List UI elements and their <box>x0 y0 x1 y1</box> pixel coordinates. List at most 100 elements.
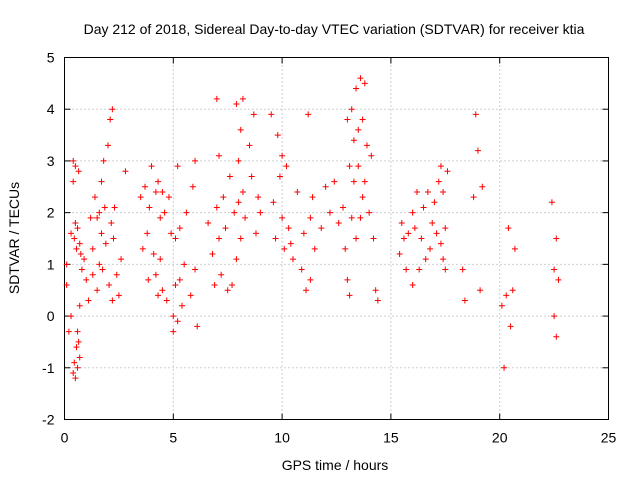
data-point <box>411 225 418 232</box>
data-point <box>159 287 166 294</box>
data-point <box>111 204 118 211</box>
y-tick-label: 1 <box>47 256 55 272</box>
data-point <box>252 230 259 237</box>
data-point <box>94 214 101 221</box>
data-point <box>76 302 83 309</box>
data-point <box>74 225 81 232</box>
data-point <box>229 282 236 289</box>
x-axis-title: GPS time / hours <box>282 457 389 473</box>
data-point <box>101 204 108 211</box>
data-point <box>553 235 560 242</box>
data-point <box>344 116 351 123</box>
data-point <box>366 209 373 216</box>
data-point <box>144 230 151 237</box>
data-point <box>359 194 366 201</box>
data-point <box>71 359 78 366</box>
data-point <box>440 256 447 263</box>
data-point <box>548 199 555 206</box>
data-point <box>77 251 84 258</box>
data-point <box>246 142 253 149</box>
data-point <box>215 235 222 242</box>
data-point <box>222 225 229 232</box>
data-point <box>170 313 177 320</box>
data-point <box>91 194 98 201</box>
data-point <box>331 178 338 185</box>
data-point <box>89 245 96 252</box>
data-point <box>194 323 201 330</box>
data-point <box>474 147 481 154</box>
data-point <box>414 188 421 195</box>
data-point <box>118 256 125 263</box>
data-point <box>68 313 75 320</box>
data-point <box>137 194 144 201</box>
data-point <box>551 266 558 273</box>
x-tick-label: 25 <box>601 430 617 446</box>
axis-ticks: 0 5 10 15 20 25 -2 -1 0 1 2 3 4 5 <box>42 50 616 446</box>
data-point <box>274 132 281 139</box>
x-tick-label: 5 <box>169 430 177 446</box>
data-point <box>70 157 77 164</box>
data-point <box>102 240 109 247</box>
data-point <box>73 245 80 252</box>
data-point <box>209 251 216 258</box>
data-point <box>420 204 427 211</box>
data-point <box>189 183 196 190</box>
data-point <box>285 225 292 232</box>
data-point <box>70 369 77 376</box>
data-points <box>63 75 562 382</box>
data-point <box>507 323 514 330</box>
data-point <box>418 235 425 242</box>
data-point <box>74 364 81 371</box>
data-point <box>65 328 72 335</box>
data-point <box>257 209 264 216</box>
data-point <box>250 111 257 118</box>
data-point <box>81 256 88 263</box>
data-point <box>361 80 368 87</box>
data-point <box>205 219 212 226</box>
plot-frame <box>64 57 609 420</box>
data-point <box>155 292 162 299</box>
data-point <box>357 75 364 82</box>
data-point <box>287 240 294 247</box>
data-point <box>174 318 181 325</box>
y-tick-label: 5 <box>47 50 55 66</box>
data-point <box>150 251 157 258</box>
y-tick-label: 4 <box>47 101 55 117</box>
data-point <box>283 163 290 170</box>
data-point <box>98 230 105 237</box>
data-point <box>479 183 486 190</box>
data-point <box>501 364 508 371</box>
data-point <box>99 266 106 273</box>
y-tick-label: 2 <box>47 205 55 221</box>
data-point <box>108 219 115 226</box>
y-tick-label: 0 <box>47 308 55 324</box>
data-point <box>75 168 82 175</box>
data-point <box>233 256 240 263</box>
data-point <box>372 287 379 294</box>
data-point <box>74 328 81 335</box>
data-point <box>444 168 451 175</box>
data-point <box>368 152 375 159</box>
x-tick-label: 0 <box>61 430 69 446</box>
data-point <box>342 245 349 252</box>
data-point <box>300 230 307 237</box>
data-point <box>509 287 516 294</box>
data-point <box>172 282 179 289</box>
data-point <box>172 235 179 242</box>
data-point <box>72 163 79 170</box>
y-tick-label: 3 <box>47 153 55 169</box>
data-point <box>431 199 438 206</box>
data-point <box>100 157 107 164</box>
data-point <box>106 282 113 289</box>
data-point <box>442 266 449 273</box>
data-point <box>311 245 318 252</box>
data-point <box>192 266 199 273</box>
data-point <box>346 163 353 170</box>
data-point <box>326 209 333 216</box>
chart-title: Day 212 of 2018, Sidereal Day-to-day VTE… <box>84 21 585 37</box>
data-point <box>183 209 190 216</box>
data-point <box>213 204 220 211</box>
data-point <box>159 188 166 195</box>
data-point <box>211 282 218 289</box>
x-tick-label: 15 <box>383 430 399 446</box>
